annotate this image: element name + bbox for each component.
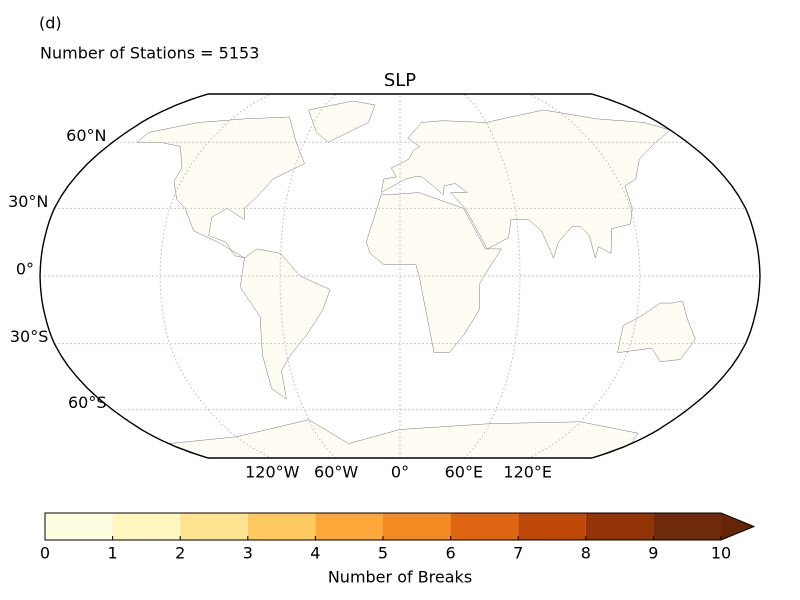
land xyxy=(308,100,376,143)
land xyxy=(380,109,672,259)
colorbar-segment xyxy=(450,513,519,540)
meridian xyxy=(279,93,337,459)
colorbar-tick-label: 10 xyxy=(711,544,731,563)
meridian xyxy=(159,93,273,459)
colorbar-segment xyxy=(653,513,721,540)
lon-label: 120°E xyxy=(503,462,552,481)
colorbar-segment xyxy=(112,513,181,540)
land xyxy=(135,116,305,259)
colorbar-tick-label: 4 xyxy=(310,544,320,563)
land xyxy=(239,248,331,400)
colorbar-tick-label: 5 xyxy=(378,544,388,563)
panel-label: (d) xyxy=(39,14,62,33)
land xyxy=(617,300,696,362)
map-frame xyxy=(39,93,761,459)
colorbar-tick-label: 3 xyxy=(243,544,253,563)
colorbar-segment xyxy=(518,513,586,540)
lon-label: 60°E xyxy=(445,462,483,481)
lat-label: 0° xyxy=(16,260,34,279)
lat-label: 60°N xyxy=(66,126,106,145)
colorbar-segment xyxy=(247,513,316,540)
meridian xyxy=(527,93,641,459)
colorbar-tick-label: 2 xyxy=(175,544,185,563)
colorbar-tick-label: 9 xyxy=(648,544,658,563)
colorbar-tick-label: 6 xyxy=(446,544,456,563)
colorbar-segment xyxy=(315,513,383,540)
lat-label: 60°S xyxy=(68,393,107,412)
lat-label: 30°N xyxy=(8,192,48,211)
lon-label: 60°W xyxy=(314,462,358,481)
lat-label: 30°S xyxy=(10,327,49,346)
colorbar-segment xyxy=(180,513,248,540)
subtitle: Number of Stations = 5153 xyxy=(40,44,259,63)
colorbar-extension xyxy=(721,513,754,540)
colorbar-label: Number of Breaks xyxy=(328,568,472,587)
colorbar-segment xyxy=(585,513,654,540)
lon-label: 120°W xyxy=(245,462,300,481)
colorbar-segment xyxy=(383,513,451,540)
colorbar-segment xyxy=(45,513,113,540)
lon-label: 0° xyxy=(391,462,409,481)
colorbar-tick-label: 7 xyxy=(513,544,523,563)
colorbar-tick-label: 1 xyxy=(108,544,118,563)
map: 60°N 30°N 0° 30°S 60°S 120°W 60°W 0° 60°E 120°E xyxy=(8,93,761,481)
meridian xyxy=(463,93,521,459)
colorbar-tick-label: 8 xyxy=(581,544,591,563)
colorbar: 0 1 2 3 4 5 6 7 8 9 10 xyxy=(40,512,756,563)
colorbar-tick-label: 0 xyxy=(40,544,50,563)
map-title: SLP xyxy=(384,70,416,91)
colorbar-outline xyxy=(44,512,756,541)
